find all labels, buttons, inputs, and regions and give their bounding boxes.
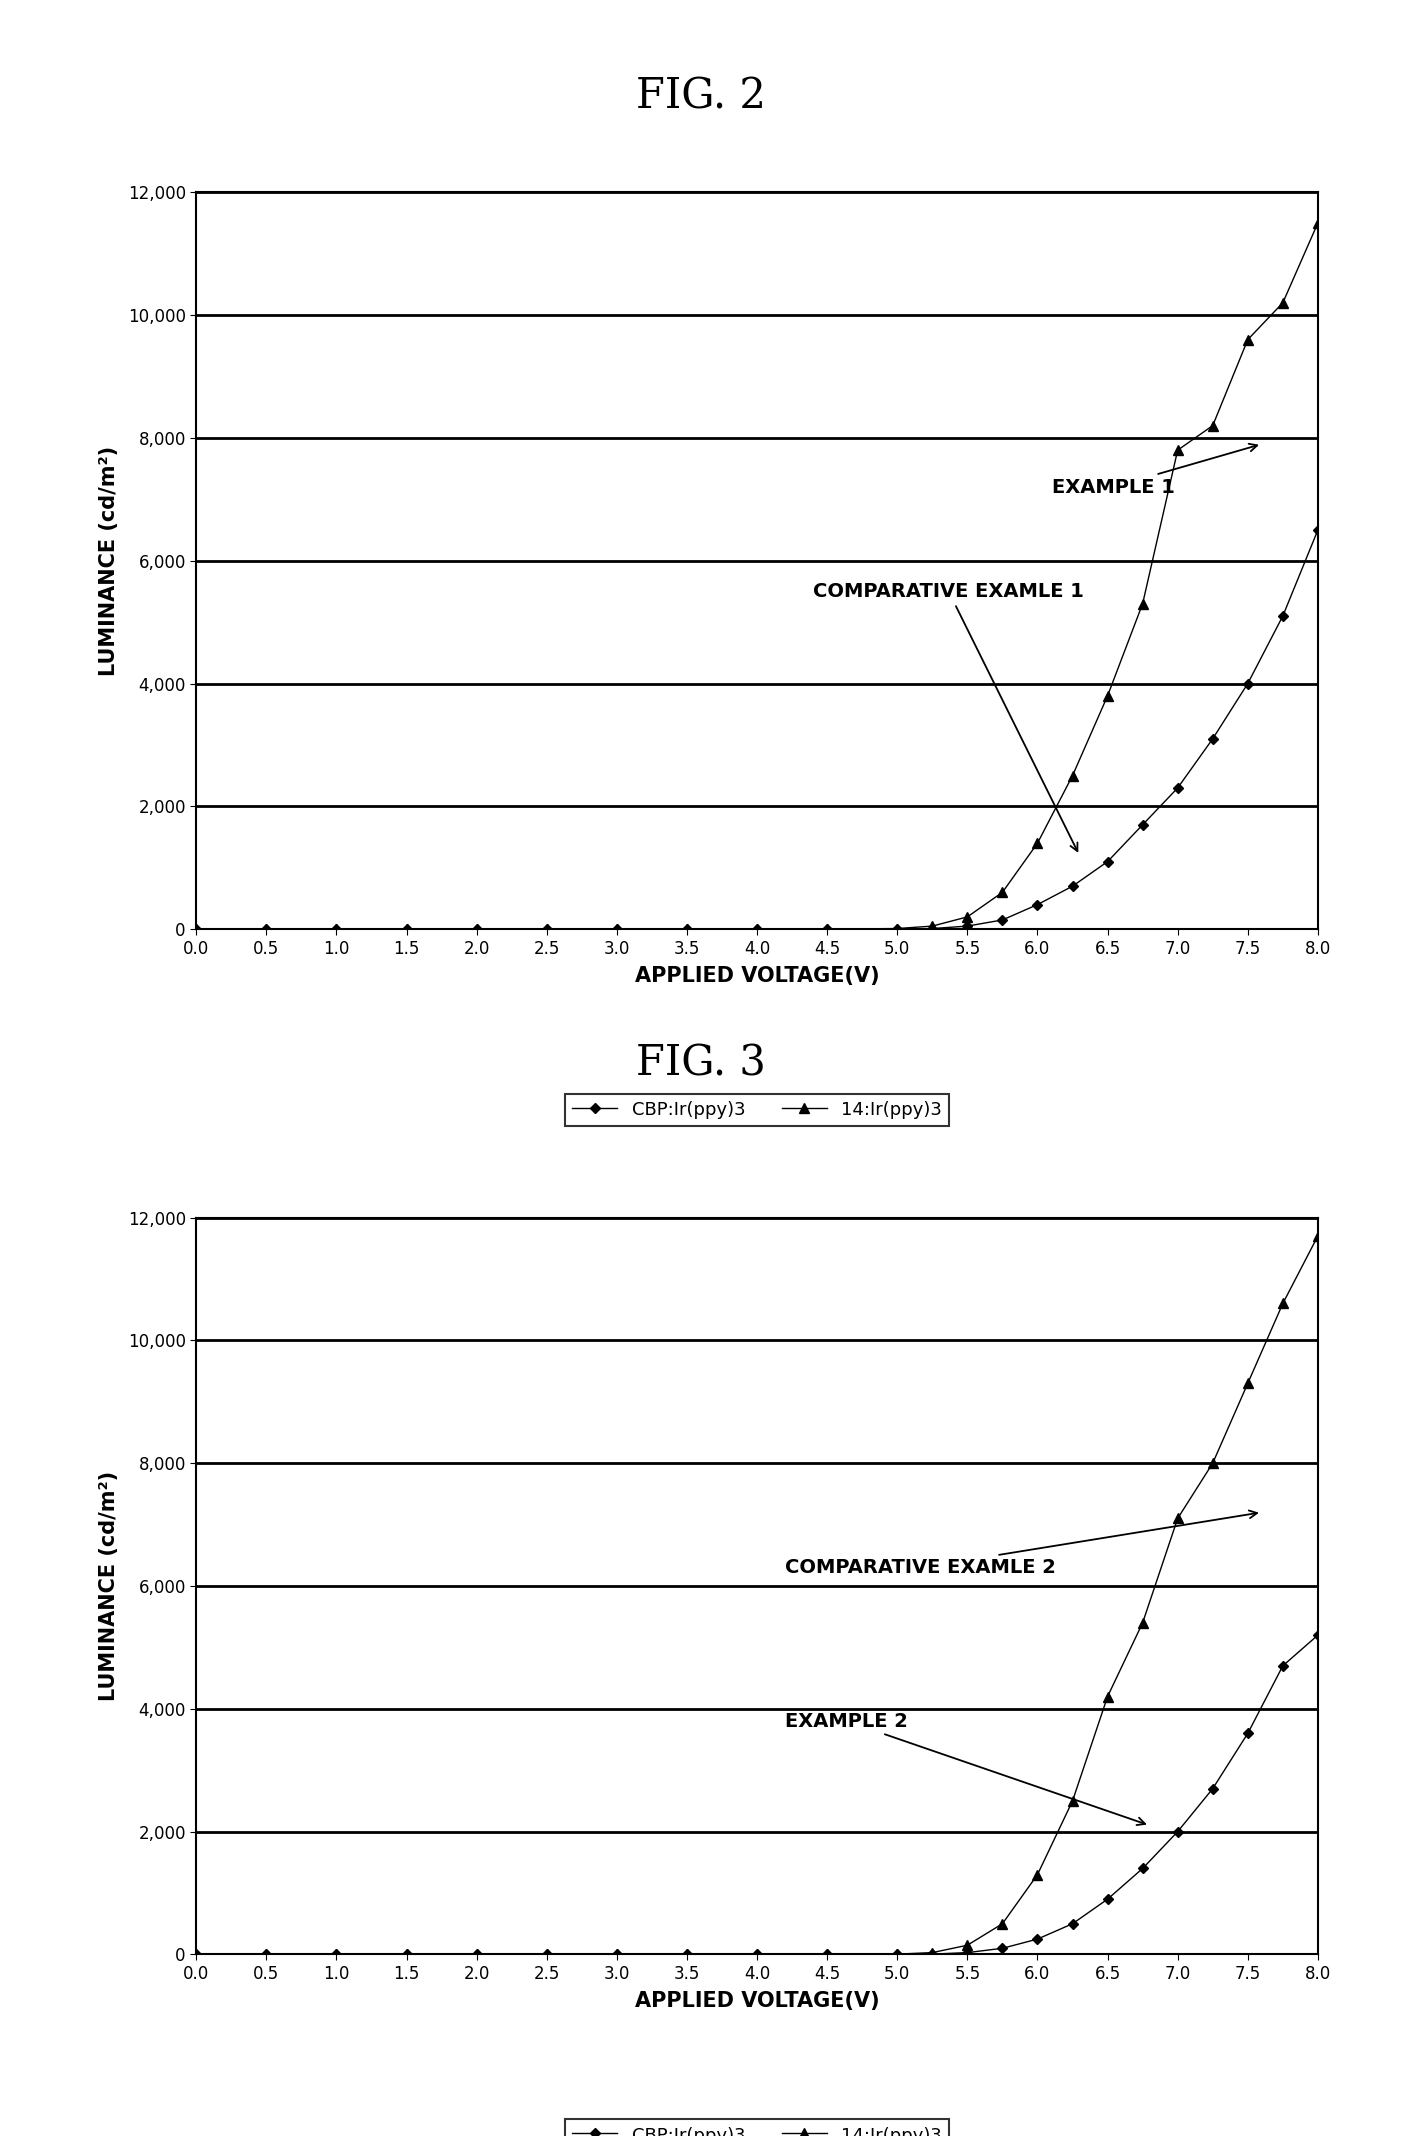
Text: EXAMPLE 1: EXAMPLE 1 [1052,444,1258,496]
Text: FIG. 2: FIG. 2 [637,75,765,117]
X-axis label: APPLIED VOLTAGE(V): APPLIED VOLTAGE(V) [635,965,879,987]
Text: COMPARATIVE EXAMLE 1: COMPARATIVE EXAMLE 1 [813,581,1084,850]
Text: COMPARATIVE EXAMLE 2: COMPARATIVE EXAMLE 2 [785,1510,1258,1576]
Y-axis label: LUMINANCE (cd/m²): LUMINANCE (cd/m²) [100,446,119,675]
Text: FIG. 3: FIG. 3 [637,1042,765,1085]
Y-axis label: LUMINANCE (cd/m²): LUMINANCE (cd/m²) [100,1472,119,1700]
X-axis label: APPLIED VOLTAGE(V): APPLIED VOLTAGE(V) [635,1991,879,2012]
Text: EXAMPLE 2: EXAMPLE 2 [785,1711,1145,1824]
Legend: CBP:Ir(ppy)3, 14:Ir(ppy)3: CBP:Ir(ppy)3, 14:Ir(ppy)3 [565,1094,949,1126]
Legend: CBP:Ir(ppy)3, 14:Ir(ppy)3: CBP:Ir(ppy)3, 14:Ir(ppy)3 [565,2119,949,2136]
